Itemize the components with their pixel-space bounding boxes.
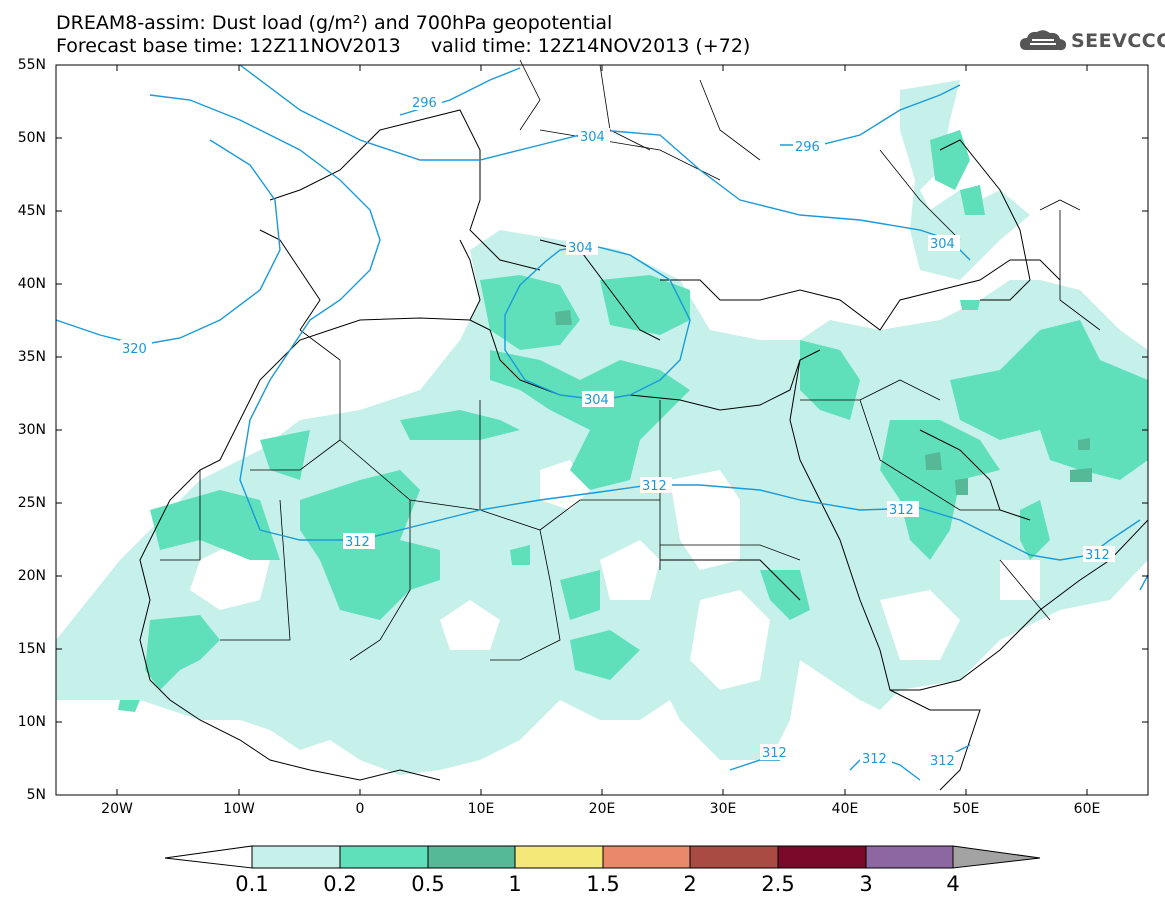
lat-label: 25N [17, 495, 46, 511]
lat-label: 15N [17, 641, 46, 657]
map-subtitle: Forecast base time: 12Z11NOV2013 valid t… [56, 35, 751, 57]
colorbar-swatch [427, 845, 516, 869]
lat-label: 55N [17, 57, 46, 73]
contour-label: 304 [580, 130, 605, 145]
colorbar-swatch [514, 845, 604, 869]
colorbar-label: 2.5 [761, 872, 795, 896]
contour-label: 312 [862, 752, 887, 767]
colorbar-upper-arrow [952, 845, 1041, 869]
lon-label: 20W [101, 801, 133, 817]
lat-label: 40N [17, 276, 46, 292]
lat-label: 20N [17, 568, 46, 584]
colorbar-lower-arrow [164, 845, 253, 869]
colorbar [164, 845, 1041, 869]
contour-label: 312 [889, 503, 914, 518]
contour-label: 304 [584, 393, 609, 408]
contour-label: 312 [930, 754, 955, 769]
lat-label: 50N [17, 130, 46, 146]
colorbar-label: 0.1 [235, 872, 269, 896]
lon-label: 40E [831, 801, 859, 817]
logo-text: SEEVCCC [1071, 30, 1165, 52]
lon-label: 60E [1073, 801, 1101, 817]
colorbar-label: 2 [683, 872, 697, 896]
lon-label: 10W [223, 801, 255, 817]
contour-label: 296 [795, 140, 820, 155]
contour-label: 312 [1085, 548, 1110, 563]
colorbar-swatch [865, 845, 954, 869]
contour-label: 296 [412, 96, 437, 111]
colorbar-swatch [251, 845, 341, 869]
cloud-icon [1020, 30, 1067, 51]
colorbar-label: 4 [946, 872, 960, 896]
lon-label: 0 [355, 801, 365, 817]
contour-label: 320 [122, 342, 147, 357]
contour-label: 312 [762, 746, 787, 761]
contour-label: 312 [345, 535, 370, 550]
lat-label: 45N [17, 203, 46, 219]
lat-label: 35N [17, 349, 46, 365]
contour-label: 304 [930, 237, 955, 252]
lon-label: 10E [467, 801, 495, 817]
colorbar-label: 1 [508, 872, 522, 896]
lat-label: 10N [17, 714, 46, 730]
contour-label: 312 [642, 479, 667, 494]
colorbar-swatch [689, 845, 779, 869]
colorbar-swatch [602, 845, 691, 869]
colorbar-label: 0.2 [323, 872, 357, 896]
lon-label: 50E [952, 801, 980, 817]
colorbar-swatch [777, 845, 867, 869]
lat-label: 5N [26, 787, 46, 803]
colorbar-label: 3 [859, 872, 873, 896]
dust-layer-dark [555, 310, 1092, 495]
coastlines [139, 109, 1149, 791]
contour-label: 304 [568, 241, 593, 256]
lon-label: 30E [709, 801, 737, 817]
colorbar-label: 1.5 [586, 872, 620, 896]
lat-label: 30N [17, 422, 46, 438]
map-title: DREAM8-assim: Dust load (g/m²) and 700hP… [56, 12, 613, 34]
lon-label: 20E [588, 801, 616, 817]
axis-ticks [56, 64, 1148, 795]
colorbar-swatch [339, 845, 429, 869]
colorbar-label: 0.5 [411, 872, 445, 896]
contour-labels: 296 304 296 304 304 304 320 312 312 312 … [120, 94, 1115, 769]
